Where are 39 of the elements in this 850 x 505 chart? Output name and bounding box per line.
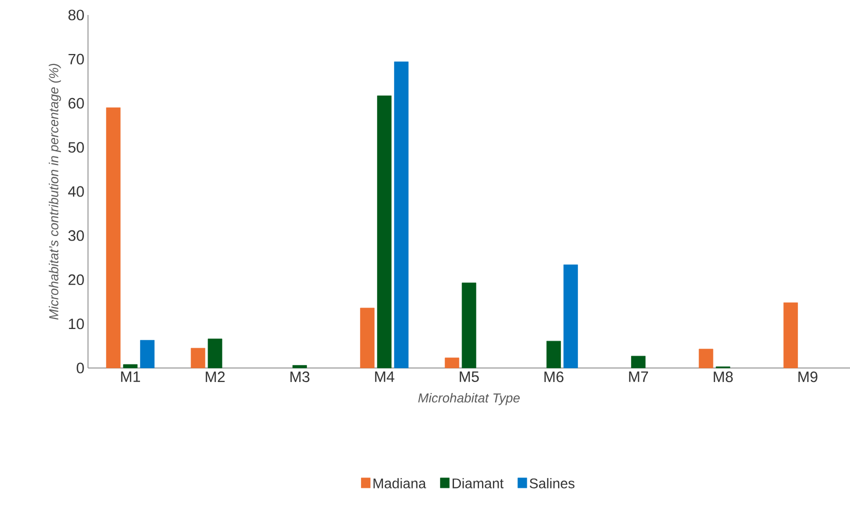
bar [444, 358, 460, 368]
x-tick-label: M7 [629, 372, 648, 382]
x-tick-label: M2 [206, 372, 225, 382]
x-tick-label: M4 [375, 372, 394, 382]
legend-label: Salines [530, 478, 574, 488]
y-tick-label: 80 [68, 10, 84, 20]
bar [123, 364, 138, 368]
bar [394, 62, 409, 368]
x-tick-label: M3 [290, 372, 310, 382]
legend-label: Madiana [374, 478, 426, 488]
bar [563, 264, 578, 368]
bar [546, 340, 561, 368]
y-tick-label: 60 [68, 98, 84, 109]
x-tick-label: M9 [798, 372, 818, 382]
x-tick-label: M8 [714, 372, 733, 382]
y-tick-label: 10 [68, 318, 84, 330]
bar [462, 282, 476, 368]
y-tick-label: 20 [68, 274, 84, 286]
bar [698, 348, 714, 368]
bar [190, 348, 206, 368]
x-axis-title: Microhabitat Type [418, 393, 520, 406]
y-tick-label: 40 [68, 186, 84, 197]
bar [292, 365, 307, 368]
bar [208, 338, 222, 368]
bar [106, 107, 121, 368]
y-tick-label: 0 [76, 362, 84, 374]
x-tick-label: M5 [460, 372, 479, 382]
bar [783, 302, 798, 368]
bar [360, 308, 375, 368]
y-tick-label: 30 [68, 230, 84, 241]
x-tick-label: M1 [121, 372, 140, 382]
x-tick-label: M6 [544, 372, 564, 382]
bar [377, 96, 392, 368]
bar [631, 356, 646, 368]
bar [140, 340, 155, 368]
legend-label: Diamant [452, 478, 504, 488]
y-tick-label: 70 [68, 54, 84, 64]
y-tick-label: 50 [68, 142, 84, 153]
y-axis-title: Microhabitat’s contribution in percentage (%) [48, 64, 61, 320]
